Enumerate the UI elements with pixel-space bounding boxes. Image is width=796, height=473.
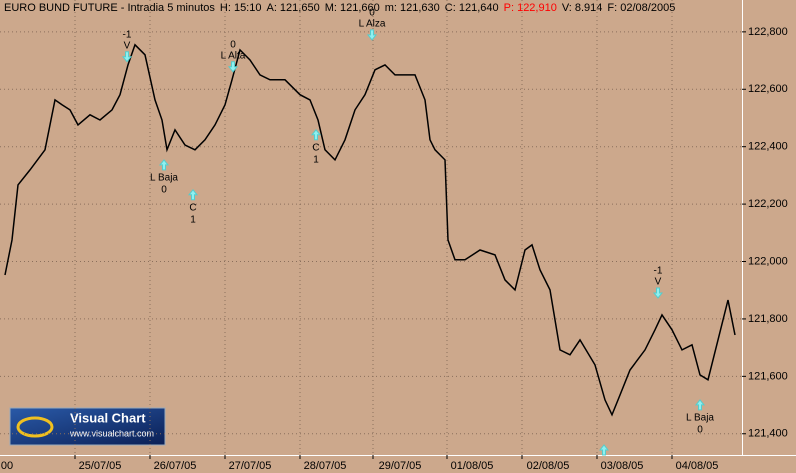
- y-tick-label: 122,200: [748, 198, 788, 210]
- signal-arrow: [158, 159, 170, 171]
- header-field: C: 121,640: [445, 2, 499, 14]
- signal-label: 0: [161, 185, 167, 196]
- header-field: EURO BUND FUTURE - Intradia 5 minutos: [4, 2, 215, 14]
- signal-label: C: [189, 202, 196, 213]
- header-field: M: 121,660: [325, 2, 380, 14]
- signal-label: 0: [369, 8, 375, 19]
- header-field: F: 02/08/2005: [607, 2, 675, 14]
- header-field: m: 121,630: [385, 2, 440, 14]
- signal-arrow: [187, 188, 199, 201]
- header-field: P: 122,910: [504, 2, 557, 14]
- y-tick-label: 122,600: [748, 83, 788, 95]
- signal-arrow: [121, 51, 133, 63]
- signal-label: V: [124, 40, 131, 51]
- x-tick-label: 25/07/05: [79, 460, 122, 472]
- x-tick-label: 26/07/05: [154, 460, 197, 472]
- header-field: V: 8.914: [562, 2, 603, 14]
- signal-label: 0: [230, 39, 236, 50]
- price-line: [4, 43, 736, 417]
- x-tick-label: 04/08/05: [676, 460, 719, 472]
- header-field: A: 121,650: [266, 2, 319, 14]
- signal-label: V: [655, 277, 662, 288]
- signal-arrow: [366, 29, 378, 41]
- signal-label: -1: [654, 266, 663, 277]
- signal-label: C: [312, 142, 319, 153]
- chart-header: EURO BUND FUTURE - Intradia 5 minutos H: …: [4, 2, 675, 14]
- signal-label: 1: [190, 214, 196, 225]
- x-tick-label: 28/07/05: [304, 460, 347, 472]
- signal-label: L Baja: [686, 413, 714, 424]
- x-tick-label: 02/08/05: [527, 460, 570, 472]
- signal-label: 1: [313, 154, 319, 165]
- signal-label: L Alta: [221, 50, 246, 61]
- y-tick-label: 121,800: [748, 313, 788, 325]
- y-tick-label: 122,400: [748, 141, 788, 153]
- x-tick-label: 29/07/05: [379, 460, 422, 472]
- signal-arrow: [694, 399, 706, 411]
- x-tick-label: 03/08/05: [601, 460, 644, 472]
- y-tick-label: 122,800: [748, 26, 788, 38]
- logo: Visual Chart www.visualchart.com: [9, 407, 166, 446]
- x-tick-label: 01/08/05: [451, 460, 494, 472]
- signal-arrow: [652, 287, 664, 299]
- x-tick-label: 00: [1, 460, 13, 472]
- logo-url: www.visualchart.com: [69, 428, 154, 438]
- signal-label: L Alza: [359, 19, 386, 30]
- y-tick-label: 121,400: [748, 428, 788, 440]
- logo-box: [9, 407, 166, 446]
- y-tick-label: 121,600: [748, 370, 788, 382]
- signal-label: 0: [697, 425, 703, 436]
- x-tick-label: 27/07/05: [229, 460, 272, 472]
- signal-arrow: [598, 444, 610, 456]
- y-tick-label: 122,000: [748, 255, 788, 267]
- header-field: H: 15:10: [220, 2, 262, 14]
- signal-arrow: [227, 61, 239, 73]
- signal-label: L Baja: [150, 173, 178, 184]
- logo-title: Visual Chart: [70, 410, 146, 425]
- logo-icon: [16, 416, 54, 438]
- signal-arrow: [310, 128, 322, 141]
- signal-label: -1: [123, 29, 132, 40]
